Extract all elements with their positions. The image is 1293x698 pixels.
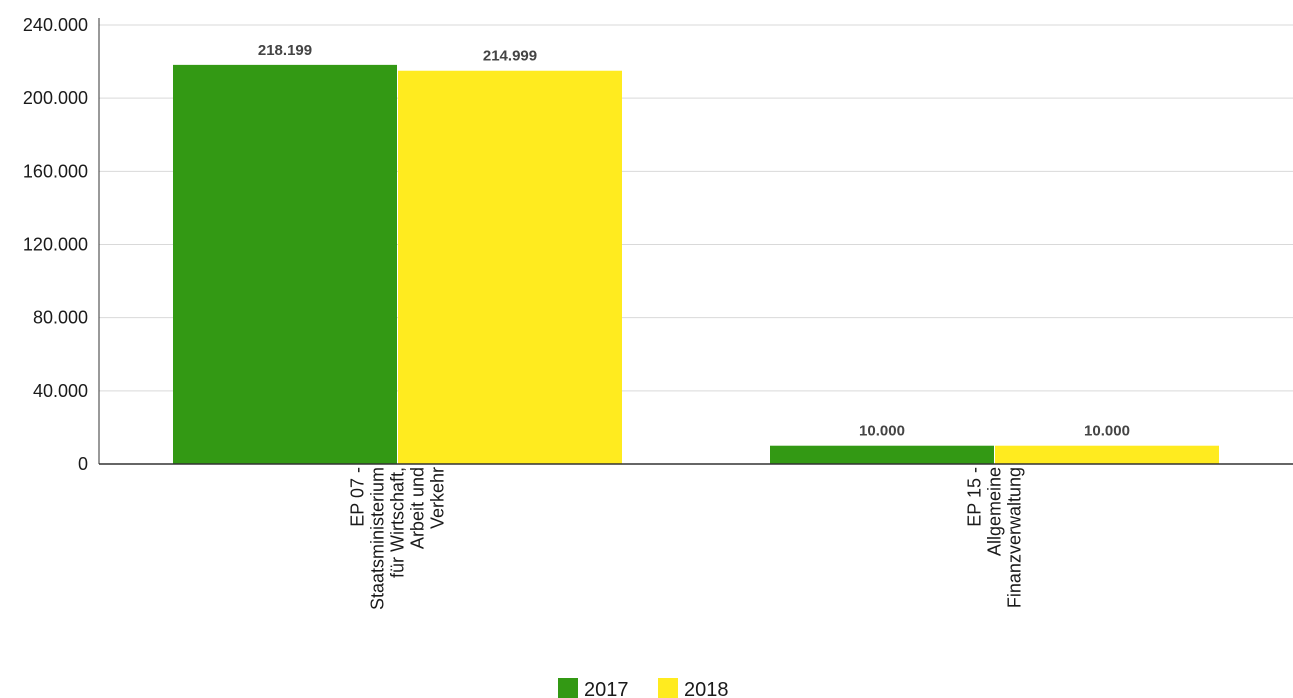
y-tick-label: 160.000 — [23, 161, 88, 181]
axes — [98, 18, 1293, 465]
data-label: 10.000 — [1084, 423, 1130, 440]
legend[interactable]: 2017 2018 — [558, 678, 729, 698]
x-category-label: Verkehr — [428, 467, 448, 529]
y-tick-label: 240.000 — [23, 15, 88, 35]
y-tick-label: 200.000 — [23, 88, 88, 108]
y-tick-label: 120.000 — [23, 235, 88, 255]
x-category-label: EP 07 - — [348, 467, 368, 527]
x-category-label: EP 15 - — [965, 467, 985, 527]
data-label: 10.000 — [859, 423, 905, 440]
legend-swatch — [558, 678, 578, 698]
data-label: 214.999 — [483, 48, 537, 65]
category-labels: EP 07 - Staatsministerium für Wirtschaft, A… — [348, 467, 1025, 610]
data-label: 218.199 — [258, 42, 312, 59]
legend-label: 2018 — [684, 679, 729, 698]
y-tick-label: 40.000 — [33, 381, 88, 401]
x-category-label: Finanzverwaltung — [1005, 467, 1025, 608]
legend-item-2018[interactable]: 2018 — [658, 678, 729, 698]
data-labels: 218.199 214.999 10.000 10.000 — [258, 42, 1130, 440]
y-tick-label: 0 — [78, 454, 88, 474]
x-category-label: Arbeit und — [408, 467, 428, 549]
y-tick-label: 80.000 — [33, 308, 88, 328]
legend-swatch — [658, 678, 678, 698]
x-category-label: Staatsministerium — [368, 467, 388, 610]
bar-2018-cat-1[interactable] — [398, 70, 622, 465]
x-category-label: Allgemeine — [985, 467, 1005, 556]
bars — [173, 64, 1219, 465]
bar-2017-cat-2[interactable] — [770, 445, 994, 464]
bar-2018-cat-2[interactable] — [995, 445, 1219, 464]
bar-2017-cat-1[interactable] — [173, 64, 397, 465]
x-category-label: für Wirtschaft, — [388, 467, 408, 578]
legend-label: 2017 — [584, 679, 629, 698]
legend-item-2017[interactable]: 2017 — [558, 678, 629, 698]
y-axis-ticks: 0 40.000 80.000 120.000 160.000 200.000 240.00… — [23, 15, 88, 474]
